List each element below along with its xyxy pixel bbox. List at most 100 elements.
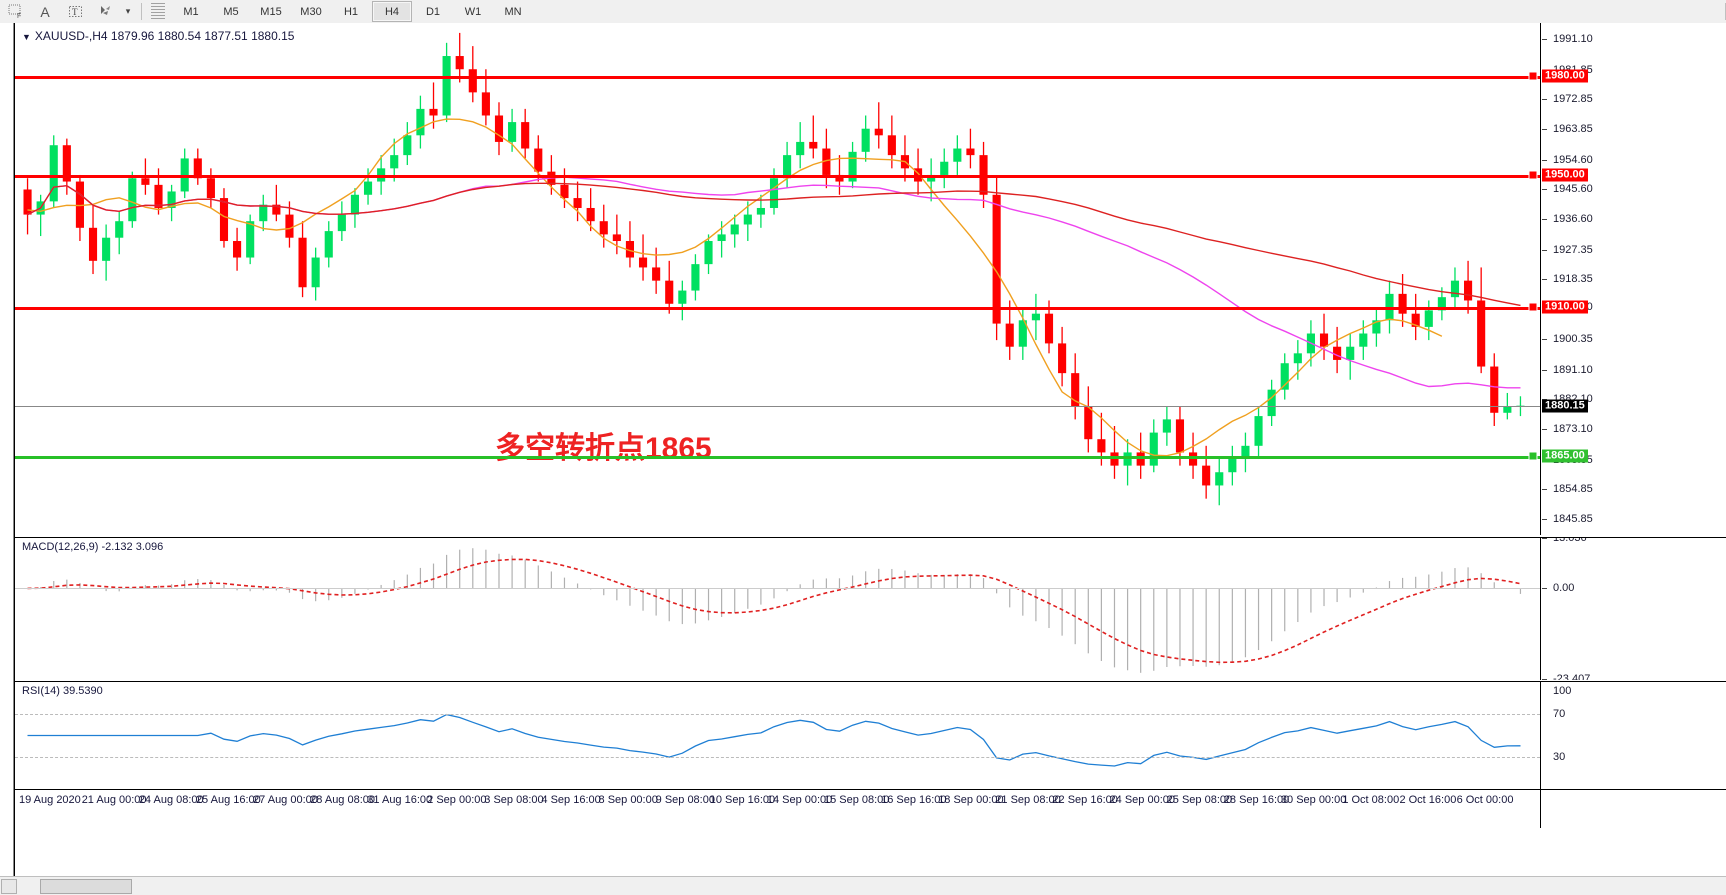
timeframe-h1[interactable]: H1 [343, 5, 359, 18]
time-tick-label: 3 Sep 08:00 [484, 794, 544, 806]
timeframe-m30[interactable]: M30 [300, 5, 322, 18]
timeframe-m1[interactable]: M1 [183, 5, 199, 18]
price-tick-label: 1845.85 [1553, 512, 1593, 525]
price-tick-label: 1873.10 [1553, 422, 1593, 435]
price-tick-label: 1900.35 [1553, 332, 1593, 345]
price-tick [1542, 518, 1547, 520]
dropdown-arrow-icon[interactable]: ▾ [125, 6, 131, 16]
horizontal-scrollbar[interactable] [0, 876, 1726, 895]
current-price-1880-line[interactable] [15, 405, 1540, 407]
price-tick [1542, 338, 1547, 340]
macd-axis: 13.036 0.00 -23.407 [1540, 538, 1726, 680]
svg-text:T: T [72, 7, 78, 17]
time-tick-label: 4 Sep 16:00 [541, 794, 601, 806]
time-tick-label: 31 Aug 16:00 [367, 794, 433, 806]
time-tick-label: 2 Sep 00:00 [427, 794, 487, 806]
time-tick-label: 27 Aug 00:00 [253, 794, 318, 806]
timeframe-w1[interactable]: W1 [464, 5, 482, 18]
chart-frame: 多空转折点1865 1991.101981.851972.851963.8519… [0, 23, 1726, 895]
symbol-ohlc-label: ▼ XAUUSD-,H4 1879.96 1880.54 1877.51 1880… [22, 29, 295, 43]
macd-label: MACD(12,26,9) -2.132 3.096 [22, 541, 164, 553]
time-tick-label: 25 Aug 16:00 [195, 794, 261, 806]
rsi-plot-area[interactable]: RSI(14) 39.5390 [15, 682, 1540, 790]
macd-histogram [27, 548, 1522, 673]
resistance-1910-line[interactable] [15, 307, 1540, 311]
rsi-tick-label: 100 [1553, 685, 1572, 697]
support-1865-tag: 1865.00 [1542, 449, 1588, 463]
price-tick-label: 1936.60 [1553, 213, 1593, 226]
text-label-icon[interactable]: A [40, 3, 50, 20]
price-tick-label: 1891.10 [1553, 363, 1593, 376]
time-tick-label: 24 Sep 00:00 [1109, 794, 1175, 806]
time-tick-label: 10 Sep 16:00 [709, 794, 776, 806]
left-rail [0, 23, 14, 881]
resistance-1980-handle[interactable] [1528, 71, 1538, 81]
time-tick-label: 22 Sep 16:00 [1052, 794, 1118, 806]
price-tick [1542, 189, 1547, 191]
resistance-1980-line[interactable] [15, 75, 1540, 79]
time-axis-corner [1540, 790, 1726, 828]
resistance-1950-line[interactable] [15, 174, 1540, 178]
time-tick-label: 16 Sep 16:00 [881, 794, 947, 806]
macd-plot-area[interactable]: MACD(12,26,9) -2.132 3.096 [15, 538, 1540, 680]
macd-tick-label: 0.00 [1553, 582, 1575, 595]
resistance-1950-handle[interactable] [1528, 170, 1538, 180]
rsi-level-70 [15, 714, 1540, 716]
price-plot-area[interactable]: 多空转折点1865 [15, 23, 1540, 535]
time-tick-label: 6 Oct 00:00 [1456, 794, 1514, 806]
rsi-tick-label: 70 [1553, 708, 1566, 721]
time-tick-label: 9 Sep 08:00 [655, 794, 715, 806]
price-tick-label: 1854.85 [1553, 483, 1593, 496]
crosshair-f-icon[interactable]: F [0, 1, 30, 22]
time-tick-label: 18 Sep 00:00 [938, 794, 1004, 806]
rsi-pane[interactable]: RSI(14) 39.5390 100 70 30 [15, 681, 1726, 790]
timeframe-group: M1 M5 M15 M30 H1 H4 D1 W1 MN [171, 1, 533, 22]
resistance-1950-tag: 1950.00 [1542, 168, 1588, 182]
price-tick [1542, 369, 1547, 371]
toolbar: F A T ▾ M1 M5 M15 M30 H1 H4 D1 W1 MN [0, 0, 1726, 24]
scroll-thumb[interactable] [40, 879, 132, 894]
price-tick-label: 1945.60 [1553, 183, 1593, 196]
price-tick [1542, 279, 1547, 281]
price-tick [1542, 159, 1547, 161]
objects-icon[interactable] [90, 1, 120, 22]
support-1865-line[interactable] [15, 455, 1540, 459]
price-candles [23, 32, 1525, 506]
timeframe-d1[interactable]: D1 [425, 5, 441, 18]
resistance-1980-tag: 1980.00 [1542, 69, 1588, 83]
price-pane[interactable]: 多空转折点1865 1991.101981.851972.851963.8519… [15, 23, 1726, 535]
collapse-triangle-icon[interactable]: ▼ [22, 32, 31, 42]
price-tick [1542, 489, 1547, 491]
timeframe-h4[interactable]: H4 [372, 1, 412, 22]
scroll-left-button[interactable] [1, 879, 17, 894]
resistance-1910-handle[interactable] [1528, 302, 1538, 312]
price-tick-label: 1927.35 [1553, 243, 1593, 256]
macd-pane[interactable]: MACD(12,26,9) -2.132 3.096 13.036 0.00 -23… [15, 537, 1726, 680]
rsi-axis: 100 70 30 [1540, 682, 1726, 790]
macd-tick [1542, 538, 1547, 539]
time-axis-labels: 19 Aug 2020 21 Aug 00:00 24 Aug 08:00 25 Au… [15, 790, 1540, 828]
timeframe-mn[interactable]: MN [504, 5, 522, 18]
price-tick [1542, 129, 1547, 131]
price-tick [1542, 249, 1547, 251]
macd-tick [1542, 679, 1547, 680]
price-axis[interactable]: 1991.101981.851972.851963.851954.601945.… [1540, 23, 1726, 535]
time-tick-label: 30 Sep 00:00 [1280, 794, 1347, 806]
time-tick-label: 28 Sep 16:00 [1223, 794, 1290, 806]
timeframe-m15[interactable]: M15 [260, 5, 282, 18]
time-axis[interactable]: 19 Aug 2020 21 Aug 00:00 24 Aug 08:00 25 Au… [15, 789, 1726, 828]
price-tick-label: 1963.85 [1553, 123, 1593, 136]
text-box-icon[interactable]: T [60, 1, 90, 22]
time-tick-label: 21 Sep 08:00 [995, 794, 1061, 806]
grip-handle[interactable] [151, 3, 165, 20]
time-tick-label: 8 Sep 00:00 [598, 794, 658, 806]
time-tick-label: 15 Sep 08:00 [823, 794, 890, 806]
time-tick-label: 1 Oct 08:00 [1342, 794, 1400, 806]
timeframe-m5[interactable]: M5 [223, 5, 239, 18]
current-price-1880-tag: 1880.15 [1542, 399, 1588, 413]
time-tick-label: 28 Aug 08:00 [310, 794, 376, 806]
macd-tick-label: -23.407 [1553, 673, 1591, 680]
support-1865-handle[interactable] [1528, 451, 1538, 461]
rsi-line [27, 713, 1521, 767]
macd-tick-label: 13.036 [1553, 537, 1587, 544]
